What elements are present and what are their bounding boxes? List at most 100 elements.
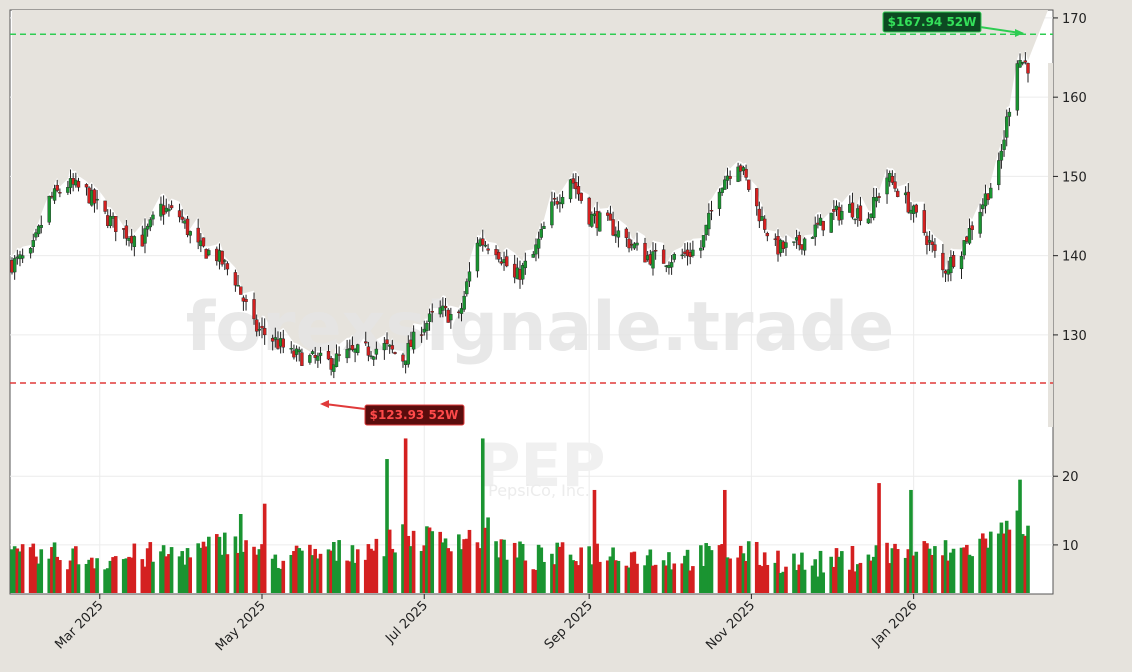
volume-bar [874, 545, 879, 593]
volume-bar [568, 554, 573, 593]
volume-bar [574, 561, 578, 593]
candle-down [661, 249, 666, 264]
candle-up [680, 254, 684, 257]
volume-bar [148, 542, 153, 593]
volume-bar [214, 534, 219, 593]
volume-bar [744, 560, 748, 593]
candle-down [76, 181, 81, 188]
volume-bar [996, 533, 1001, 593]
volume-bar [457, 534, 461, 593]
volume-bar [520, 543, 525, 593]
volume-bar [113, 556, 118, 593]
candle-down [624, 228, 629, 238]
volume-bar [281, 560, 286, 593]
volume-bar [664, 565, 669, 593]
candle-up [550, 201, 554, 226]
candle-up [236, 285, 240, 287]
volume-bar [914, 551, 919, 593]
volume-bar [406, 535, 411, 593]
candle-up [1015, 63, 1020, 111]
volume-bar [252, 546, 256, 593]
candle-up [962, 240, 966, 256]
candle-down [1023, 60, 1028, 63]
candle-down [252, 299, 256, 320]
volume-bar [887, 563, 892, 593]
volume-bar [355, 549, 360, 593]
volume-bar [722, 489, 727, 593]
volume-bar [776, 550, 780, 593]
volume-bar [866, 554, 871, 593]
candle-down [895, 190, 900, 197]
volume-bar [871, 556, 876, 593]
candle-up [707, 212, 711, 230]
volume-bar [15, 548, 20, 593]
volume-bar [895, 549, 900, 593]
volume-bar [746, 541, 751, 593]
candle-up [760, 216, 764, 221]
volume-bar [34, 556, 38, 593]
volume-bar [911, 555, 916, 593]
y-axis: 130 140 150 160 170 10 20 [1053, 12, 1087, 554]
candle-down [765, 233, 770, 237]
volume-bar [922, 541, 927, 593]
y-tick-label: 130 [1062, 329, 1087, 344]
candle-up [616, 230, 621, 238]
volume-bar [297, 548, 302, 593]
candle-up [356, 344, 360, 353]
candle-down [481, 238, 485, 246]
candle-up [999, 150, 1004, 161]
volume-bar [12, 546, 17, 593]
volume-bar [757, 564, 762, 593]
candle-down [850, 202, 855, 218]
candle-up [31, 240, 35, 248]
volume-bar [893, 543, 897, 593]
volume-bar [425, 526, 429, 593]
candle-down [579, 192, 583, 201]
volume-bar [933, 546, 937, 593]
volume-bar [717, 545, 722, 593]
volume-bar [560, 542, 565, 593]
candle-down [797, 235, 801, 246]
candle-down [762, 218, 767, 230]
candle-up [701, 235, 706, 248]
low-label-box [364, 404, 465, 426]
volume-bar [515, 557, 520, 593]
volume-bar [704, 543, 708, 593]
candle-down [260, 325, 264, 329]
volume-bar [635, 563, 639, 593]
candle-up [411, 331, 416, 350]
candle-down [337, 354, 341, 356]
volume-bar [754, 541, 759, 593]
volume-bar [58, 560, 62, 593]
volume-bar [523, 560, 528, 593]
volume-bar [978, 538, 982, 593]
candle-down [653, 250, 658, 252]
volume-bar [382, 556, 387, 593]
candle-up [1005, 116, 1009, 138]
volume-bar [20, 544, 25, 593]
candle-down [239, 286, 243, 295]
volume-bar [28, 547, 33, 593]
volume-bar [430, 531, 435, 593]
x-tick-label: Sep 2025 [542, 598, 596, 652]
volume-bar [648, 549, 653, 593]
volume-bar [699, 545, 703, 593]
volume-bar [1015, 510, 1020, 593]
candle-up [441, 305, 445, 311]
volume-bar [661, 560, 666, 593]
candle-up [297, 349, 301, 353]
candle-down [747, 179, 751, 190]
low-arrow-head [320, 400, 329, 408]
volume-bar [236, 552, 240, 593]
volume-bar [988, 531, 993, 593]
volume-bar [292, 551, 296, 593]
candle-up [959, 255, 964, 270]
x-tick-label: May 2025 [213, 598, 269, 654]
volume-bar [105, 568, 110, 593]
candle-down [169, 205, 174, 209]
candle-up [717, 191, 722, 209]
volume-bar [188, 557, 192, 593]
volume-bar [608, 556, 613, 593]
candle-up [542, 226, 546, 229]
high-label: $167.94 52W [888, 15, 977, 29]
